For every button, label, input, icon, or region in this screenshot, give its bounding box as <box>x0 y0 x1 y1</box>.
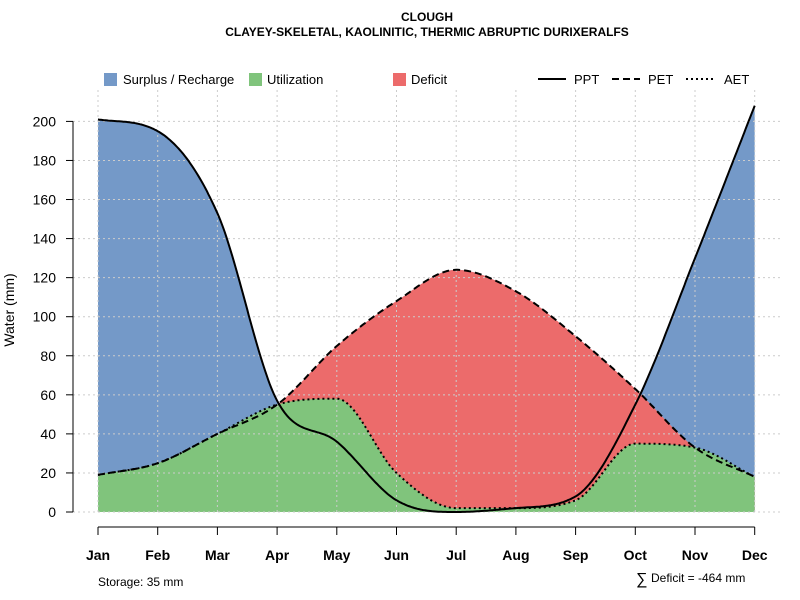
sum-symbol: ∑ <box>636 571 647 588</box>
y-tick-label: 60 <box>40 387 56 403</box>
legend-label-aet: AET <box>724 72 749 87</box>
x-tick-label: Oct <box>624 547 648 563</box>
plot-area: 0 20 40 60 80 100 120 140 160 180 200 Jan Feb Mar Apr M… <box>33 90 783 563</box>
x-tick-label: May <box>323 547 350 563</box>
x-tick-label: Dec <box>742 547 768 563</box>
legend-swatch-deficit <box>393 73 406 86</box>
x-tick-label: Jul <box>446 547 466 563</box>
x-tick-label: Aug <box>502 547 529 563</box>
y-axis-label: Water (mm) <box>1 273 17 346</box>
chart-subtitle: CLAYEY-SKELETAL, KAOLINITIC, THERMIC ABR… <box>225 25 629 39</box>
y-tick-label: 40 <box>40 426 56 442</box>
legend-label-surplus: Surplus / Recharge <box>123 72 234 87</box>
y-tick-label: 0 <box>48 504 56 520</box>
x-tick-label: Jan <box>86 547 110 563</box>
y-tick-label: 100 <box>33 309 57 325</box>
y-tick-label: 80 <box>40 348 56 364</box>
legend-swatch-utilization <box>249 73 262 86</box>
y-tick-label: 120 <box>33 270 57 286</box>
y-tick-label: 20 <box>40 465 56 481</box>
area-utilization <box>98 398 755 512</box>
x-tick-label: Sep <box>563 547 589 563</box>
legend-label-utilization: Utilization <box>267 72 323 87</box>
series-line-ppt <box>97 105 756 513</box>
y-tick-label: 140 <box>33 231 57 247</box>
series-line-pet <box>97 268 756 478</box>
x-tick-label: Apr <box>265 547 290 563</box>
legend-label-ppt: PPT <box>574 72 599 87</box>
y-tick-label: 160 <box>33 192 57 208</box>
x-tick-label: Nov <box>682 547 709 563</box>
legend-label-pet: PET <box>648 72 673 87</box>
x-tick-label: Mar <box>205 547 230 563</box>
legend-swatch-surplus <box>104 73 117 86</box>
legend-label-deficit: Deficit <box>411 72 448 87</box>
x-tick-label: Feb <box>145 547 170 563</box>
y-tick-label: 200 <box>33 113 57 129</box>
deficit-annotation: Deficit = -464 mm <box>651 571 745 585</box>
legend: Surplus / Recharge Utilization Deficit P… <box>104 72 749 87</box>
y-tick-label: 180 <box>33 152 57 168</box>
storage-annotation: Storage: 35 mm <box>98 575 183 589</box>
chart-title: CLOUGH <box>401 10 453 24</box>
x-tick-label: Jun <box>384 547 409 563</box>
